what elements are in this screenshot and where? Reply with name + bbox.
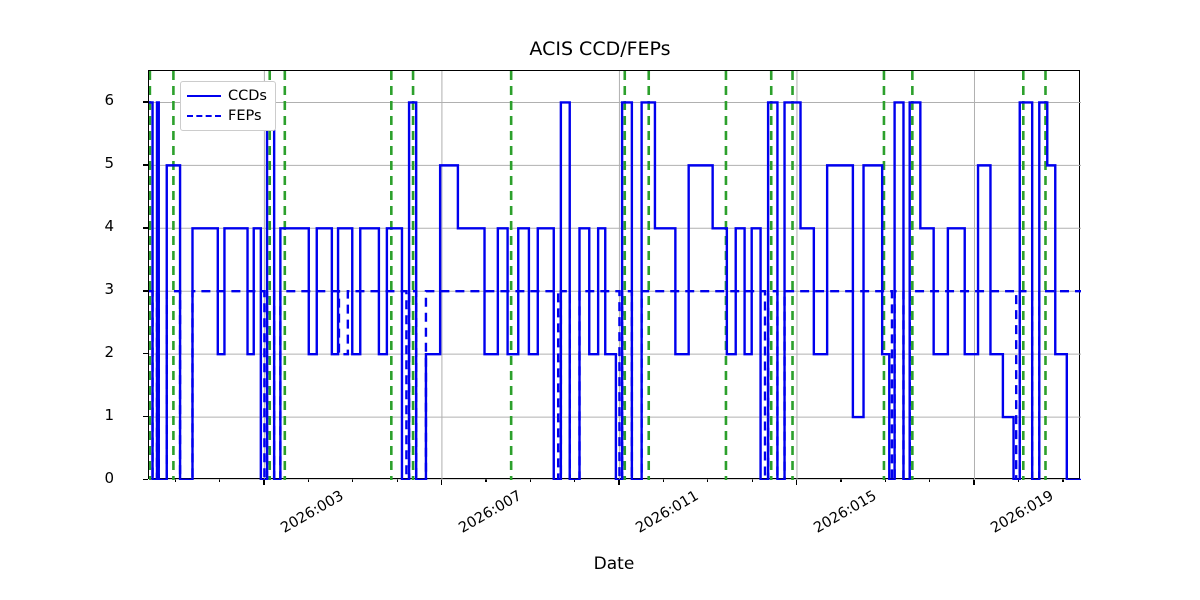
data-series: [149, 101, 1081, 480]
legend-swatch-feps: [187, 115, 221, 117]
plot-canvas: [149, 71, 1081, 480]
y-tick-label: 2: [104, 343, 114, 362]
x-tick-mark-minor: [574, 479, 576, 483]
x-tick-mark-minor: [1017, 479, 1020, 483]
x-tick-mark-major: [440, 479, 443, 485]
x-tick-mark-major: [618, 479, 620, 485]
x-tick-mark-minor: [929, 479, 931, 483]
x-tick-mark-minor: [219, 479, 221, 483]
legend-swatch-ccds: [187, 95, 221, 97]
y-tick-mark: [143, 416, 148, 418]
x-tick-mark-major: [795, 479, 798, 485]
y-tick-mark: [143, 227, 148, 229]
x-tick-mark-major: [973, 479, 975, 485]
x-tick-mark-minor: [396, 479, 398, 483]
y-tick-label: 0: [104, 469, 114, 487]
x-tick-label: 2026:011: [633, 488, 702, 537]
x-tick-label: 2026:003: [278, 488, 347, 537]
y-tick-mark: [143, 479, 148, 481]
x-tick-mark-major: [263, 479, 265, 485]
y-tick-mark: [143, 290, 148, 292]
x-tick-label: 2026:015: [811, 488, 880, 537]
chart-title: ACIS CCD/FEPs: [529, 38, 671, 60]
legend-label-feps: FEPs: [228, 108, 262, 124]
y-tick-label: 5: [104, 154, 114, 173]
y-tick-label: 3: [104, 280, 114, 299]
legend-item-ccds: CCDs: [187, 86, 267, 106]
series-line-ccds: [149, 101, 1081, 480]
plot-area: CCDs FEPs: [148, 70, 1081, 480]
legend-item-feps: FEPs: [187, 106, 267, 126]
series-line-feps: [149, 290, 1081, 480]
x-axis-label: Date: [593, 554, 635, 574]
x-tick-mark-minor: [707, 479, 709, 483]
y-tick-label: 1: [104, 406, 114, 425]
y-tick-mark: [143, 353, 148, 355]
y-tick-label: 4: [104, 217, 114, 236]
x-tick-mark-minor: [485, 479, 487, 483]
y-tick-mark: [143, 164, 148, 166]
x-tick-label: 2026:019: [988, 488, 1057, 537]
legend: CCDs FEPs: [180, 81, 276, 131]
x-tick-mark-minor: [751, 479, 753, 483]
x-tick-mark-minor: [529, 479, 531, 483]
y-tick-mark: [143, 101, 148, 103]
x-tick-mark-minor: [662, 479, 665, 483]
legend-label-ccds: CCDs: [228, 88, 267, 104]
x-tick-mark-minor: [884, 479, 887, 483]
event-vlines: [149, 71, 1047, 480]
x-tick-mark-minor: [307, 479, 310, 483]
x-tick-label: 2026:007: [456, 488, 525, 537]
x-tick-mark-minor: [1062, 479, 1064, 483]
y-tick-label: 6: [104, 91, 114, 110]
x-tick-mark-minor: [352, 479, 354, 483]
x-tick-mark-minor: [840, 479, 842, 483]
x-tick-mark-minor: [174, 479, 176, 483]
